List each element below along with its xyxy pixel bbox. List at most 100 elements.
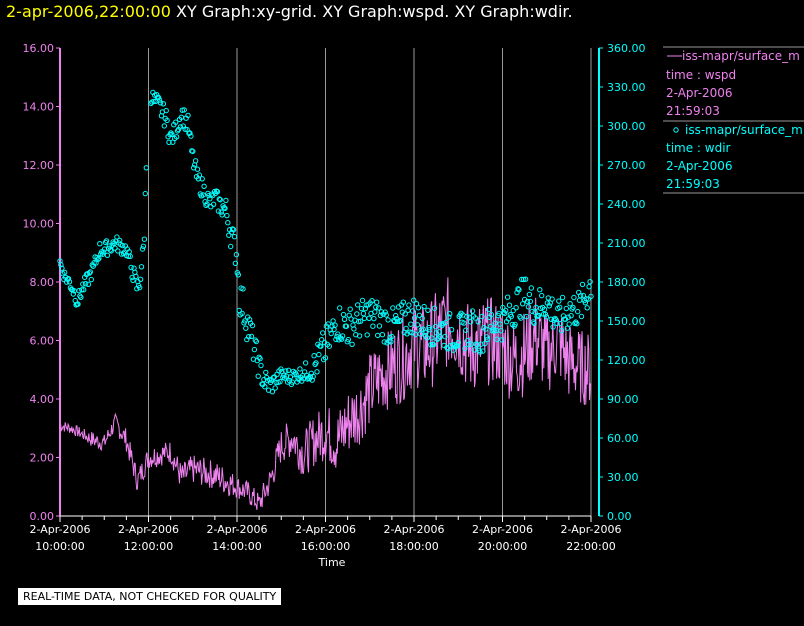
- wdir-point: [101, 246, 108, 252]
- wdir-point: [192, 158, 199, 164]
- wdir-point: [161, 123, 168, 129]
- wdir-point: [519, 276, 525, 283]
- wdir-point: [206, 192, 212, 199]
- wdir-point: [128, 264, 134, 271]
- wdir-point: [433, 330, 440, 336]
- wdir-point: [66, 279, 73, 285]
- wdir-point: [558, 328, 565, 334]
- wdir-point: [219, 212, 225, 218]
- wdir-point: [416, 312, 423, 318]
- wdir-point: [408, 321, 414, 327]
- x-tick-date-label: 2-Apr-2006: [118, 523, 179, 536]
- wdir-point: [554, 320, 560, 326]
- wdir-point: [90, 263, 96, 269]
- wdir-point: [467, 319, 474, 325]
- wdir-point: [164, 117, 170, 124]
- left-tick-label: 16.00: [23, 42, 55, 55]
- wdir-point: [311, 353, 317, 359]
- wdir-point: [215, 208, 222, 214]
- wdir-point: [497, 321, 503, 327]
- wdir-point: [196, 172, 203, 178]
- legend-item-wspd-label: iss-mapr/surface_m: [682, 49, 800, 63]
- wdir-point: [488, 312, 495, 318]
- wdir-point: [58, 262, 64, 268]
- x-tick-time-label: 14:00:00: [212, 540, 261, 553]
- wdir-point: [579, 281, 586, 288]
- wspd-line: [59, 277, 592, 510]
- wdir-point: [341, 316, 348, 322]
- wdir-point: [469, 308, 476, 314]
- wdir-point: [479, 313, 485, 320]
- wdir-point: [543, 314, 550, 320]
- wdir-point: [231, 234, 238, 240]
- wdir-point: [142, 190, 149, 197]
- wdir-point: [208, 204, 214, 210]
- wdir-point: [160, 101, 167, 107]
- wdir-point: [577, 293, 584, 299]
- x-tick-date-label: 2-Apr-2006: [295, 523, 356, 536]
- wdir-point: [256, 354, 262, 360]
- wdir-point: [81, 287, 87, 293]
- left-tick-label: 4.00: [30, 393, 55, 406]
- wdir-point: [472, 315, 478, 321]
- wdir-point: [570, 304, 576, 311]
- wdir-point: [377, 312, 384, 319]
- wdir-point: [188, 133, 194, 139]
- wdir-point: [400, 299, 406, 305]
- wdir-point: [95, 256, 101, 263]
- x-tick-time-label: 10:00:00: [35, 540, 84, 553]
- x-axis-time: 2-Apr-2006 10:00:00 2-Apr-2006 12:00:00 2-Ap…: [29, 515, 622, 553]
- right-tick-label: 90.00: [607, 393, 639, 406]
- wdir-point: [169, 131, 175, 138]
- wdir-point: [516, 287, 522, 293]
- x-tick-date-label: 2-Apr-2006: [472, 523, 533, 536]
- wdir-point: [371, 315, 377, 322]
- left-tick-label: 8.00: [30, 276, 55, 289]
- wdir-point: [200, 192, 206, 198]
- wdir-point: [563, 305, 569, 312]
- wdir-point: [230, 227, 237, 233]
- x-tick-time-label: 16:00:00: [301, 540, 350, 553]
- wdir-point: [187, 130, 193, 136]
- wdir-point: [576, 297, 583, 303]
- wdir-point: [411, 297, 417, 303]
- right-tick-label: 0.00: [607, 510, 632, 523]
- wdir-point: [478, 341, 484, 347]
- wdir-point: [214, 189, 221, 195]
- wdir-point: [302, 360, 309, 366]
- wdir-point: [358, 305, 365, 312]
- wdir-point: [447, 311, 453, 317]
- x-axis-label: Time: [318, 556, 346, 569]
- wdir-point: [204, 201, 210, 207]
- wdir-point: [137, 276, 144, 282]
- wdir-point: [107, 247, 114, 253]
- x-tick-time-label: 18:00:00: [389, 540, 438, 553]
- legend-item-wspd-time: 21:59:03: [666, 104, 720, 118]
- wdir-point: [448, 327, 455, 333]
- wdir-series: [57, 89, 594, 395]
- wdir-point: [360, 310, 367, 317]
- wdir-point: [349, 341, 355, 347]
- wdir-point: [133, 273, 139, 280]
- right-tick-label: 210.00: [607, 237, 646, 250]
- wdir-point: [185, 112, 191, 119]
- wdir-point: [96, 255, 102, 262]
- wdir-point: [580, 292, 587, 299]
- wdir-point: [82, 281, 89, 287]
- wdir-point: [512, 321, 518, 328]
- wdir-point: [381, 339, 387, 345]
- wdir-point: [287, 374, 294, 380]
- wdir-point: [115, 248, 121, 254]
- wdir-point: [310, 373, 316, 380]
- wdir-point: [339, 333, 346, 339]
- chart-title-bar: 2-apr-2006,22:00:00 XY Graph:xy-grid. XY…: [6, 2, 573, 21]
- wdir-point: [285, 367, 292, 373]
- wdir-point: [309, 377, 315, 383]
- wdir-point: [80, 281, 86, 287]
- wdir-point: [508, 313, 514, 320]
- wdir-point: [65, 275, 72, 282]
- wdir-point: [163, 107, 169, 114]
- wdir-point: [410, 308, 416, 314]
- wdir-point: [550, 324, 556, 330]
- wdir-point: [253, 338, 259, 345]
